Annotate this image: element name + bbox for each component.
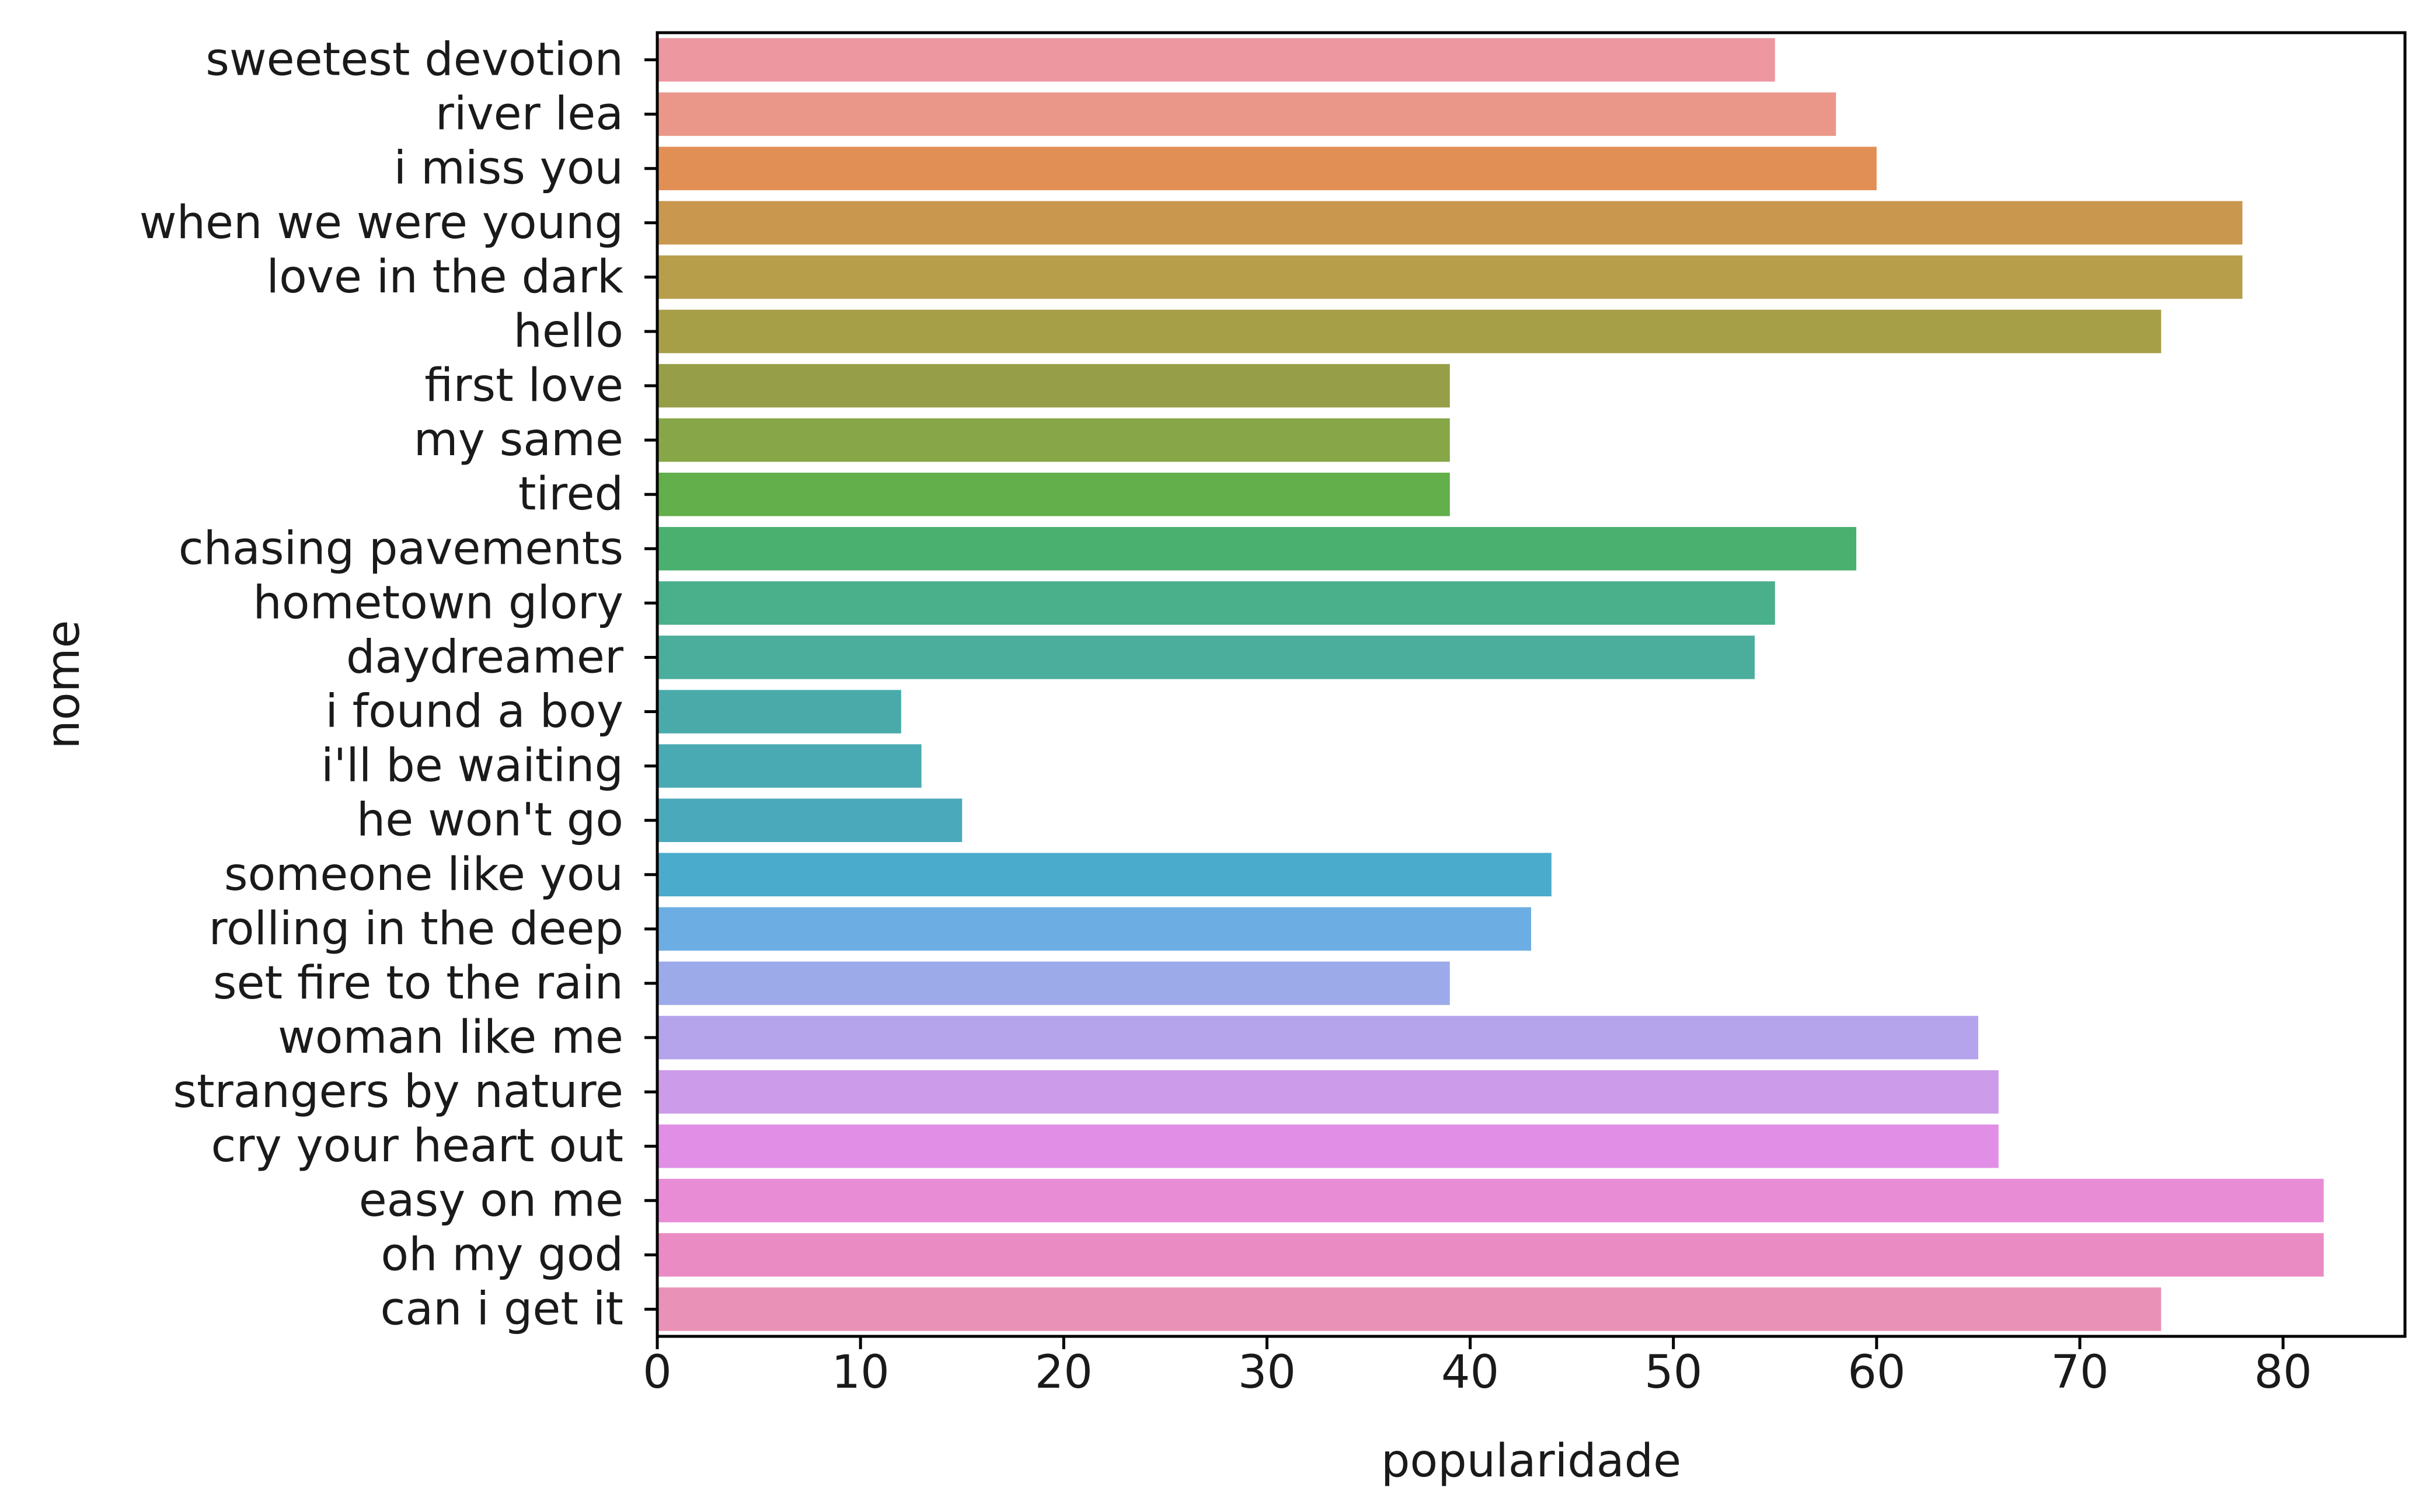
- category-label: he won't go: [357, 794, 623, 847]
- x-axis-ticks: 0 10 20 30 40 50 60 70 80: [643, 1336, 2312, 1399]
- category-label: i'll be waiting: [321, 740, 623, 792]
- bar-5: [657, 309, 2162, 354]
- bar-23: [657, 1287, 2162, 1331]
- bar-20: [657, 1124, 1999, 1168]
- bar-17: [657, 961, 1450, 1005]
- x-tick-label: 10: [832, 1346, 890, 1399]
- category-label: tired: [518, 468, 623, 521]
- category-label: can i get it: [380, 1283, 623, 1335]
- x-axis-title: popularidade: [1381, 1435, 1681, 1487]
- x-tick-label: 50: [1644, 1346, 1702, 1399]
- bar-9: [657, 527, 1857, 571]
- category-label: easy on me: [359, 1174, 623, 1227]
- bar-19: [657, 1070, 1999, 1114]
- category-label: rolling in the deep: [208, 903, 623, 955]
- category-label: river lea: [435, 88, 623, 141]
- bar-6: [657, 364, 1450, 408]
- bar-22: [657, 1233, 2324, 1277]
- bar-13: [657, 744, 922, 788]
- category-label: love in the dark: [266, 251, 623, 303]
- category-label: chasing pavements: [179, 522, 623, 575]
- bar-1: [657, 92, 1836, 136]
- category-label: i found a boy: [325, 686, 623, 738]
- x-tick-label: 60: [1848, 1346, 1905, 1399]
- x-tick-label: 80: [2254, 1346, 2312, 1399]
- bar-15: [657, 853, 1552, 897]
- bar-21: [657, 1179, 2324, 1223]
- bar-8: [657, 472, 1450, 516]
- bar-14: [657, 798, 963, 842]
- category-label: cry your heart out: [211, 1120, 624, 1172]
- plot-frame: [656, 31, 2407, 1338]
- bar-3: [657, 201, 2243, 245]
- x-tick-label: 20: [1035, 1346, 1093, 1399]
- category-label: when we were young: [140, 197, 623, 249]
- bar-0: [657, 38, 1775, 82]
- category-label: oh my god: [381, 1228, 623, 1281]
- x-tick-label: 0: [643, 1346, 672, 1399]
- bar-2: [657, 146, 1877, 190]
- bar-10: [657, 581, 1775, 625]
- category-label: woman like me: [278, 1011, 623, 1064]
- y-axis-title: nome: [37, 620, 90, 749]
- category-label: someone like you: [224, 848, 623, 901]
- bars-group: [657, 38, 2324, 1331]
- category-label: first love: [424, 359, 623, 412]
- category-label: strangers by nature: [173, 1066, 623, 1118]
- category-label: hometown glory: [253, 577, 623, 629]
- category-label: daydreamer: [346, 631, 624, 683]
- x-tick-label: 30: [1238, 1346, 1296, 1399]
- category-label: set fire to the rain: [213, 957, 623, 1010]
- bar-18: [657, 1015, 1978, 1060]
- x-tick-label: 40: [1441, 1346, 1499, 1399]
- category-label: hello: [514, 305, 624, 358]
- bar-11: [657, 635, 1755, 679]
- category-label: my same: [414, 414, 623, 466]
- bar-12: [657, 690, 901, 734]
- bar-4: [657, 255, 2243, 299]
- x-tick-label: 70: [2051, 1346, 2108, 1399]
- bar-7: [657, 418, 1450, 462]
- category-label: sweetest devotion: [205, 34, 623, 86]
- bar-16: [657, 907, 1531, 951]
- category-label: i miss you: [393, 142, 623, 195]
